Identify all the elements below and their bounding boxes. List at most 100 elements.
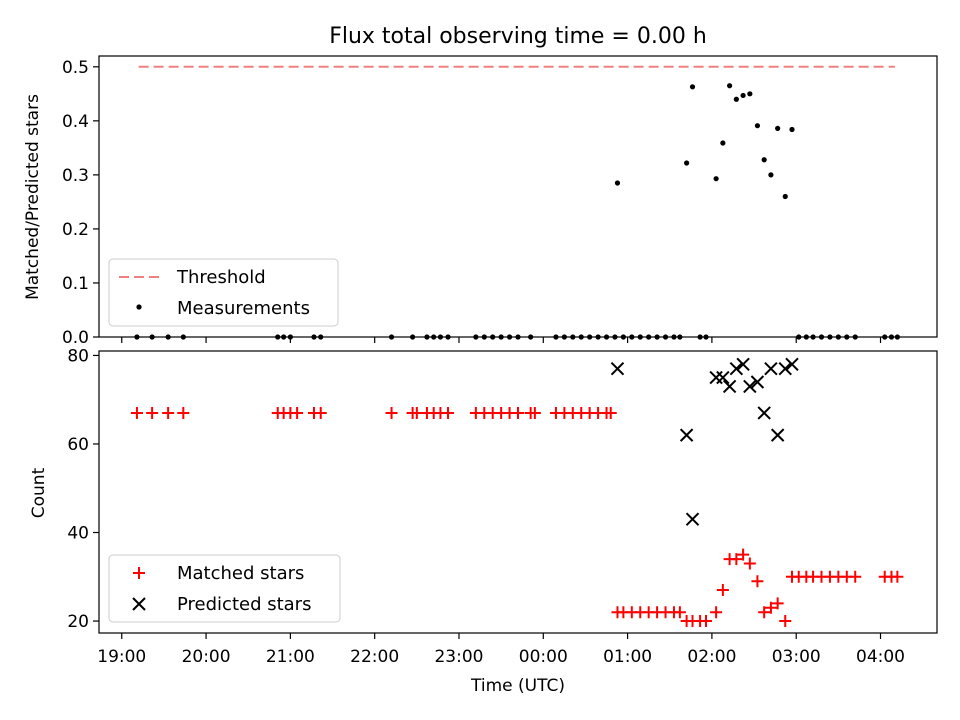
matched-star-point: [604, 406, 617, 419]
predicted-star-point: [722, 379, 737, 394]
matched-star-point: [730, 553, 743, 566]
bottom-x-ticks: 19:00 20:00 21:00 22:00 23:00 00:00 01:00 02:00…: [97, 633, 905, 667]
top-y-tick-label: 0.2: [62, 220, 89, 240]
bottom-legend-box: [108, 554, 341, 623]
x-tick-label: 19:00: [97, 647, 146, 667]
matched-star-point: [764, 601, 777, 614]
matched-star-point: [737, 548, 750, 561]
bottom-y-ticks: 20 40 60 80: [67, 346, 99, 632]
matched-star-point: [779, 615, 792, 628]
bottom-panel: 20 40 60 80 19:00 20:00 21:00 22:00 23:00 00:00 0…: [29, 346, 938, 696]
bottom-y-tick-label: 20: [67, 612, 89, 632]
measurement-point: [782, 193, 788, 200]
legend-matched-swatch: [133, 567, 145, 579]
matched-star-point: [758, 606, 771, 619]
bottom-plot-area: [130, 357, 904, 628]
x-tick-label: 04:00: [856, 647, 905, 667]
top-panel: 0.0 0.1 0.2 0.3 0.4 0.5 Matched/Predicted sta…: [23, 55, 938, 348]
measurement-point: [775, 125, 781, 132]
matched-star-point: [291, 406, 304, 419]
x-tick-label: 00:00: [519, 647, 568, 667]
matched-star-point: [891, 570, 904, 583]
predicted-star-point: [750, 375, 765, 389]
top-y-axis-label: Matched/Predicted stars: [23, 94, 43, 300]
legend-matched-label: Matched stars: [177, 563, 304, 584]
top-y-tick-label: 0.5: [62, 58, 89, 78]
x-tick-label: 21:00: [266, 647, 315, 667]
matched-star-point: [146, 406, 159, 419]
x-tick-label: 20:00: [182, 647, 231, 667]
matched-star-point: [528, 406, 541, 419]
matched-star-point: [410, 406, 423, 419]
predicted-star-point: [610, 362, 625, 376]
matched-star-point: [177, 406, 190, 419]
matched-star-point: [751, 575, 764, 588]
matched-star-point: [673, 606, 686, 619]
predicted-star-point: [743, 379, 757, 394]
legend-predicted-swatch: [132, 597, 146, 611]
chart-title: Flux total observing time = 0.00 h: [329, 24, 707, 49]
predicted-star-point: [685, 512, 700, 526]
predicted-star-point: [764, 362, 778, 376]
measurement-point: [713, 176, 719, 182]
top-legend-box: [108, 258, 339, 327]
predicted-star-point: [778, 362, 792, 376]
measurement-point: [720, 140, 726, 146]
legend-predicted-label: Predicted stars: [177, 594, 311, 615]
matched-star-point: [512, 406, 524, 419]
legend-measurements-swatch: [136, 304, 142, 310]
measurement-point: [727, 83, 733, 89]
bottom-y-tick-label: 80: [67, 346, 89, 366]
measurement-point: [689, 84, 696, 90]
top-y-tick-label: 0.3: [62, 166, 89, 186]
top-y-tick-label: 0.0: [62, 328, 89, 348]
top-x-ticks: [121, 337, 882, 343]
measurement-point: [789, 126, 795, 133]
measurement-point: [733, 96, 739, 102]
measurement-point: [614, 180, 621, 186]
top-y-ticks: 0.0 0.1 0.2 0.3 0.4 0.5: [62, 58, 99, 348]
x-tick-label: 03:00: [772, 647, 821, 667]
matched-star-point: [716, 584, 729, 597]
measurement-point: [747, 91, 753, 97]
bottom-y-tick-label: 60: [67, 435, 89, 455]
matched-star-point: [710, 606, 723, 619]
top-y-tick-label: 0.1: [62, 274, 89, 294]
matched-star-point: [314, 406, 327, 419]
matched-star-point: [849, 570, 862, 583]
x-tick-label: 23:00: [434, 647, 483, 667]
predicted-star-point: [736, 357, 750, 371]
matched-star-point: [771, 597, 784, 610]
predicted-star-point: [729, 362, 744, 376]
bottom-axes-frame: [98, 350, 938, 634]
matched-star-point: [130, 406, 143, 419]
matched-star-point: [700, 615, 713, 628]
x-tick-label: 02:00: [687, 647, 736, 667]
bottom-y-axis-label: Count: [29, 467, 49, 518]
measurement-point: [768, 172, 774, 178]
matched-star-point: [442, 406, 455, 419]
predicted-star-point: [757, 406, 771, 420]
x-axis-label: Time (UTC): [470, 676, 565, 696]
x-tick-label: 01:00: [603, 647, 652, 667]
top-legend: Threshold Measurements: [108, 258, 339, 327]
top-axes-frame: [98, 55, 938, 338]
top-y-tick-label: 0.4: [62, 112, 89, 132]
legend-threshold-label: Threshold: [176, 267, 266, 288]
predicted-star-point: [785, 357, 799, 371]
measurement-point: [740, 92, 746, 99]
predicted-star-point: [770, 428, 785, 442]
measurement-point: [684, 160, 690, 166]
matched-star-point: [743, 557, 756, 570]
legend-measurements-label: Measurements: [177, 298, 310, 319]
bottom-legend: Matched stars Predicted stars: [108, 554, 341, 623]
bottom-y-tick-label: 40: [67, 524, 89, 544]
matched-star-point: [385, 406, 398, 419]
measurement-point: [761, 157, 767, 163]
measurement-point: [754, 123, 761, 129]
matched-star-point: [162, 406, 175, 419]
x-tick-label: 22:00: [350, 647, 399, 667]
predicted-star-point: [716, 370, 730, 385]
predicted-star-point: [679, 428, 694, 442]
